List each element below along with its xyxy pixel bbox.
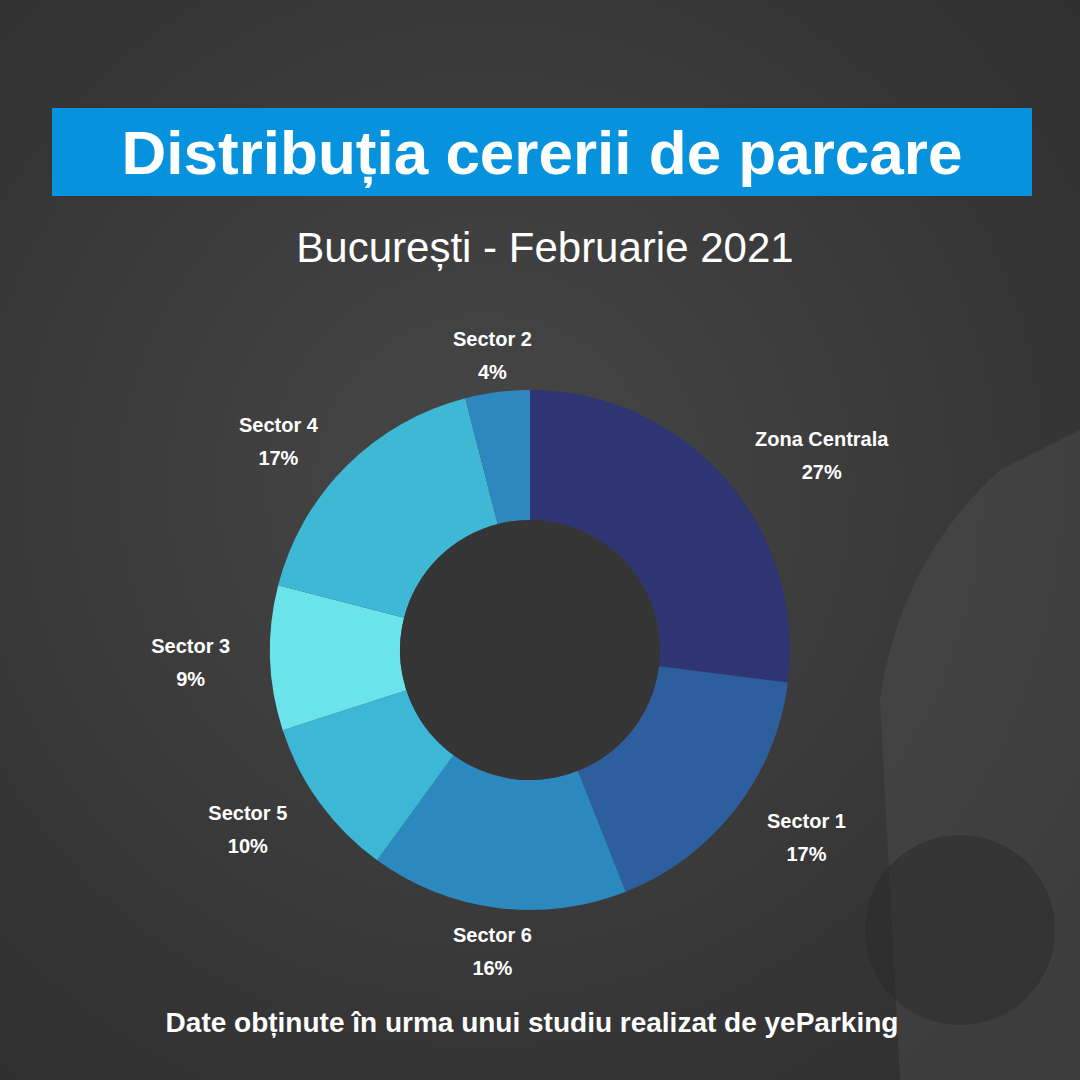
category-label: Zona Centrala xyxy=(755,428,889,450)
data-labels: Zona Centrala 27% Sector 1 17% Sector 6 16% Se… xyxy=(151,328,889,978)
background-shape xyxy=(865,835,1055,1025)
slice xyxy=(465,390,530,524)
category-label: Sector 5 xyxy=(208,802,287,824)
subtitle: București - Februarie 2021 xyxy=(296,224,793,271)
title-box xyxy=(52,108,1032,196)
chart-svg: Distribuția cererii de parcare București … xyxy=(0,0,1080,1080)
donut-hole xyxy=(400,520,660,780)
value-label: 17% xyxy=(786,843,826,865)
chart-root: Distribuția cererii de parcare București … xyxy=(0,0,1080,1080)
value-label: 27% xyxy=(802,461,842,483)
value-label: 10% xyxy=(228,835,268,857)
source: Date obținute în urma unui studiu realiz… xyxy=(166,1007,899,1038)
category-label: Sector 3 xyxy=(151,635,230,657)
title: Distribuția cererii de parcare xyxy=(122,118,963,188)
value-label: 17% xyxy=(258,447,298,469)
value-label: 9% xyxy=(176,668,205,690)
category-label: Sector 4 xyxy=(239,414,319,436)
background xyxy=(0,0,1080,1080)
value-label: 16% xyxy=(472,957,512,979)
category-label: Sector 1 xyxy=(767,810,846,832)
category-label: Sector 2 xyxy=(453,328,532,350)
slices xyxy=(270,390,790,910)
category-label: Sector 6 xyxy=(453,924,532,946)
value-label: 4% xyxy=(478,361,507,383)
